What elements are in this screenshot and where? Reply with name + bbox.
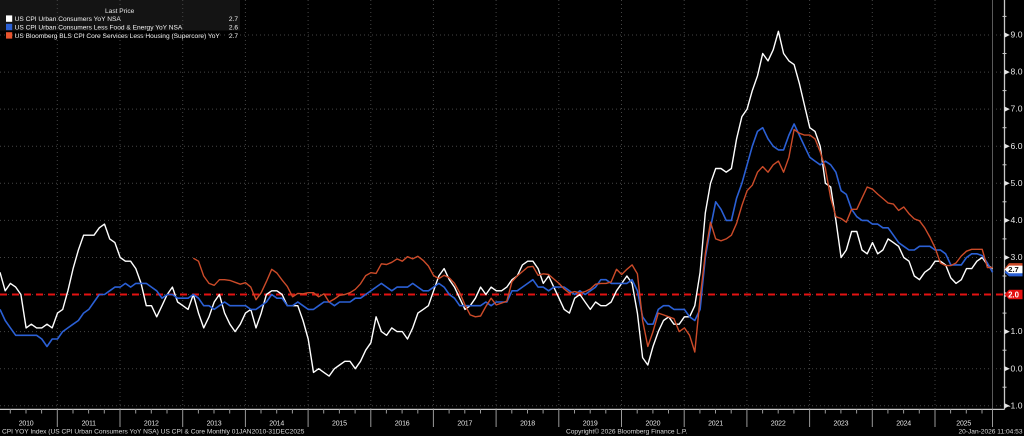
svg-text:5.0: 5.0 [1011,178,1023,188]
svg-text:8.0: 8.0 [1011,67,1023,77]
svg-text:2022: 2022 [771,421,786,428]
svg-text:2020: 2020 [646,421,661,428]
svg-text:US CPI Urban Consumers Less Fo: US CPI Urban Consumers Less Food & Energ… [15,25,183,32]
svg-text:US Bloomberg BLS CPI Core Serv: US Bloomberg BLS CPI Core Services Less … [15,33,221,40]
svg-text:2025: 2025 [956,421,971,428]
svg-text:2014: 2014 [269,421,284,428]
svg-text:20-Jan-2026 11:04:53: 20-Jan-2026 11:04:53 [958,429,1022,436]
svg-text:2015: 2015 [332,421,347,428]
svg-text:2010: 2010 [19,421,34,428]
svg-text:2012: 2012 [144,421,159,428]
svg-text:Copyright© 2026 Bloomberg Fina: Copyright© 2026 Bloomberg Finance L.P. [566,428,687,436]
svg-text:CPI YOY Index (US CPI Urban Co: CPI YOY Index (US CPI Urban Consumers Yo… [2,429,305,436]
svg-text:2.7: 2.7 [229,33,238,40]
svg-text:7.0: 7.0 [1011,104,1023,114]
svg-text:2016: 2016 [395,421,410,428]
svg-text:2017: 2017 [457,421,472,428]
svg-text:2018: 2018 [520,421,535,428]
svg-text:1.0: 1.0 [1011,326,1023,336]
svg-text:2.0: 2.0 [1008,290,1020,299]
svg-text:2021: 2021 [708,421,723,428]
svg-text:9.0: 9.0 [1011,30,1023,40]
svg-text:2.7: 2.7 [1008,265,1019,274]
svg-text:Last Price: Last Price [105,8,135,15]
svg-text:US CPI Urban Consumers YoY NSA: US CPI Urban Consumers YoY NSA [15,16,122,23]
svg-text:2024: 2024 [896,421,911,428]
svg-text:4.0: 4.0 [1011,215,1023,225]
svg-text:2019: 2019 [583,421,598,428]
svg-text:2.6: 2.6 [229,25,238,32]
svg-text:2023: 2023 [834,421,849,428]
svg-text:3.0: 3.0 [1011,252,1023,262]
svg-text:2.7: 2.7 [229,16,238,23]
svg-text:6.0: 6.0 [1011,141,1023,151]
svg-text:-1.0: -1.0 [1008,400,1023,410]
svg-text:2011: 2011 [82,421,97,428]
svg-text:0.0: 0.0 [1011,363,1023,373]
svg-text:2013: 2013 [207,421,222,428]
